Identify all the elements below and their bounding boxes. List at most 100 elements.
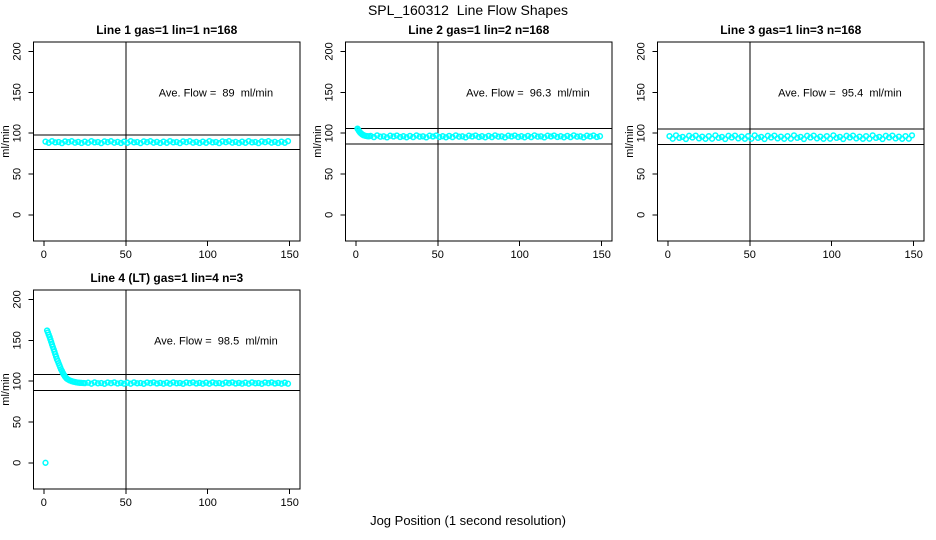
data-point [252,380,259,387]
data-point [908,132,916,139]
data-point [157,379,164,387]
data-point [179,138,187,145]
y-tick-label: 0 [636,212,648,218]
data-point [117,139,125,147]
data-point [439,133,446,140]
data-point [583,132,591,139]
data-point [446,132,453,140]
data-point [377,133,384,140]
data-point [442,134,450,141]
data-point [455,133,463,140]
y-tick-label: 0 [12,212,24,218]
data-point [833,134,840,142]
data-point [91,379,98,386]
data-point [245,137,252,145]
data-point [557,133,564,140]
data-point [521,134,528,141]
data-point [708,135,716,142]
data-point [107,380,115,387]
data-point [390,133,397,140]
data-point [387,132,394,139]
data-point [754,134,762,142]
data-point [268,139,275,146]
y-axis-title: ml/min [0,125,12,157]
data-point [130,379,138,386]
y-tick-label: 150 [12,331,24,349]
data-point [577,133,584,140]
y-tick-label: 50 [12,416,24,428]
data-point [193,380,200,387]
data-point [189,379,197,386]
data-point [235,379,243,387]
data-point [840,135,847,143]
y-axis-title: ml/min [624,125,636,157]
data-point [248,379,256,386]
data-point [248,139,256,146]
data-point [104,379,111,386]
y-tick-label: 150 [12,83,24,101]
data-point [206,137,213,145]
x-tick-label: 150 [280,249,298,261]
data-point [275,379,282,387]
data-point [137,379,144,387]
data-point [222,139,229,146]
data-point [258,138,265,145]
data-point [88,380,95,387]
panel-3: Line 3 gas=1 lin=3 n=168 0 50 100 150 0 50 100 1… [624,23,925,261]
data-point [143,379,151,386]
data-point [199,380,206,387]
data-point [281,379,288,386]
data-point [715,134,722,142]
ave-flow-annotation: Ave. Flow = 98.5 ml/min [154,335,278,347]
data-point [531,132,538,139]
data-point [380,133,387,140]
ave-flow-annotation: Ave. Flow = 89 ml/min [159,87,273,99]
y-tick-label: 50 [324,168,336,180]
data-point [134,138,141,146]
data-point [52,139,59,146]
data-point [196,379,203,387]
panels-grid: Line 1 gas=1 lin=1 n=168 0 50 100 150 0 50 100 1… [0,20,936,516]
data-point [235,139,243,147]
y-tick-label: 200 [324,42,336,60]
data-point [104,139,111,146]
data-point [232,380,239,387]
y-tick-label: 100 [324,124,336,142]
data-point [265,138,272,145]
data-point [61,138,69,145]
x-tick-label: 150 [280,497,298,509]
data-point [209,139,216,146]
data-point [173,138,180,146]
y-axis-title: ml/min [312,125,324,157]
data-point [150,379,157,386]
data-point [219,380,226,387]
data-point [879,135,886,143]
data-point [261,139,269,146]
data-point [173,380,180,387]
data-point [593,133,600,141]
ave-flow-annotation: Ave. Flow = 95.4 ml/min [778,87,902,99]
data-point [120,138,128,145]
data-point [265,380,272,387]
data-point [238,380,246,387]
data-point [94,138,102,146]
data-point [794,134,801,142]
data-point [682,135,690,143]
data-point [872,134,880,142]
data-point [229,139,236,146]
panel-1: Line 1 gas=1 lin=1 n=168 0 50 100 150 0 50 100 1… [0,23,301,261]
x-tick-label: 50 [432,249,444,261]
data-point [179,380,187,387]
data-point [518,133,525,140]
x-tick-label: 100 [199,497,217,509]
data-point [157,139,164,147]
data-point [65,139,72,146]
data-point [400,133,407,140]
y-tick-label: 0 [324,212,336,218]
data-point [459,133,466,140]
data-point [163,379,170,386]
data-point [252,138,259,146]
data-point [176,379,184,387]
data-point [183,139,190,146]
data-point [275,139,282,147]
